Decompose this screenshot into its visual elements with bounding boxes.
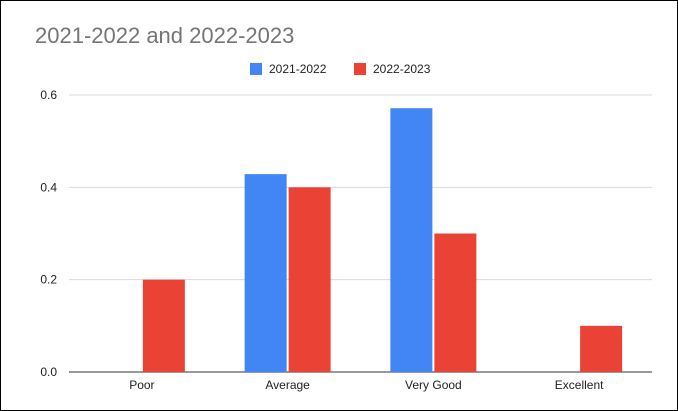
y-tick-label: 0.0 xyxy=(40,365,57,379)
bar-2022-2023-very-good xyxy=(434,233,477,372)
legend-label: 2022-2023 xyxy=(373,62,431,76)
legend-label: 2021-2022 xyxy=(269,62,327,76)
x-tick-label: Very Good xyxy=(405,378,462,392)
x-tick-label: Excellent xyxy=(555,378,604,392)
y-tick-label: 0.6 xyxy=(40,88,57,102)
y-tick-label: 0.4 xyxy=(40,180,57,194)
bar-2022-2023-excellent xyxy=(580,325,623,372)
y-tick-label: 0.2 xyxy=(40,273,57,287)
chart-title: 2021-2022 and 2022-2023 xyxy=(35,23,295,48)
bar-2021-2022-very-good xyxy=(390,108,433,372)
bar-2022-2023-poor xyxy=(142,279,185,372)
bar-2021-2022-average xyxy=(244,174,287,372)
x-tick-label: Poor xyxy=(129,378,154,392)
legend-swatch xyxy=(250,63,262,75)
legend-swatch xyxy=(354,63,366,75)
bar-2022-2023-average xyxy=(288,187,331,372)
x-tick-label: Average xyxy=(265,378,310,392)
